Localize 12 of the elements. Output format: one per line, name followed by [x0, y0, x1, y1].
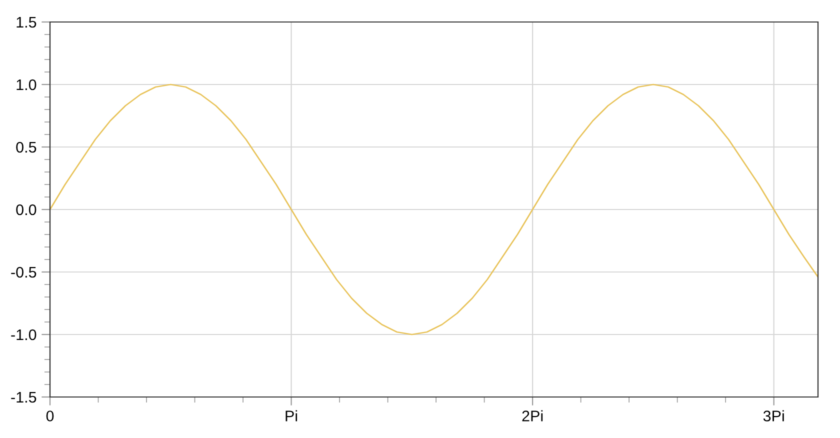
y-tick-label: -1.0: [11, 329, 36, 340]
y-tick-label: -1.5: [11, 392, 36, 403]
y-tick-label: 1.5: [16, 17, 36, 28]
x-tick-label: Pi: [286, 410, 298, 422]
x-tick-label: 0: [46, 410, 54, 422]
y-tick-label: 0.5: [16, 142, 36, 153]
x-tick-label: 3Pi: [763, 410, 784, 422]
y-tick-label: 1.0: [16, 79, 36, 90]
y-tick-label: -0.5: [11, 266, 36, 278]
line-series: [50, 84, 818, 336]
x-tick-label: 2Pi: [522, 410, 543, 422]
y-tick-label: 0.0: [16, 204, 36, 216]
